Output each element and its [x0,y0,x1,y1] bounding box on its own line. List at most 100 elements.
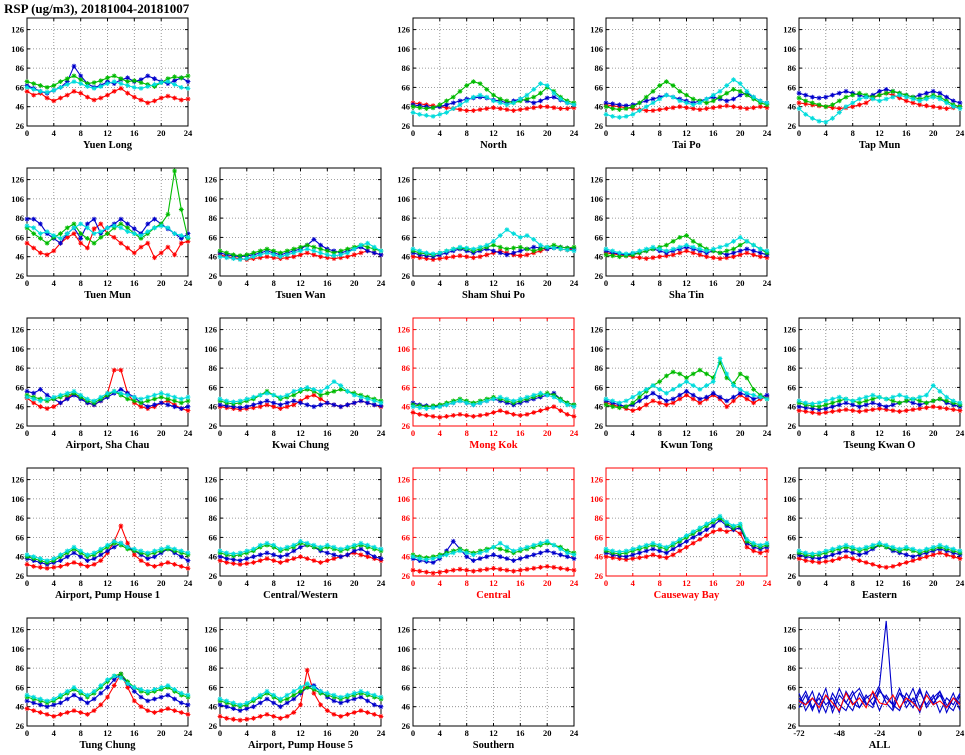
svg-text:66: 66 [16,682,25,692]
chart-plot: 26 46 66 86 106 126 0 4 8 12 16 20 24 Kwai Chung [204,317,386,451]
svg-text:8: 8 [851,128,855,138]
svg-text:0: 0 [604,278,608,288]
svg-text:8: 8 [272,578,276,588]
svg-text:86: 86 [209,213,218,223]
svg-text:4: 4 [438,278,443,288]
svg-text:66: 66 [788,532,797,542]
svg-text:126: 126 [783,25,796,35]
svg-text:106: 106 [783,44,796,54]
svg-text:26: 26 [788,721,797,731]
svg-text:126: 126 [204,175,217,185]
svg-text:20: 20 [157,578,166,588]
svg-text:12: 12 [875,578,884,588]
chart-tuen-mun: 26 46 66 86 106 126 0 4 8 12 16 20 24 Tuen Mun [0,154,193,304]
chart-plot: 26 46 66 86 106 126 0 4 8 12 16 20 24 Tseung Kwan O [783,317,965,451]
chart-tsuen-wan: 26 46 66 86 106 126 0 4 8 12 16 20 24 Tsuen Wan [193,154,386,304]
svg-text:26: 26 [209,721,218,731]
svg-text:26: 26 [402,421,411,431]
svg-text:86: 86 [402,363,411,373]
svg-text:46: 46 [595,402,604,412]
svg-text:46: 46 [595,552,604,562]
svg-text:126: 126 [11,25,24,35]
chart-station-label: Airport, Pump House 5 [248,740,353,751]
chart-station-label: Sham Shui Po [462,290,525,301]
svg-text:24: 24 [184,128,193,138]
svg-text:4: 4 [438,128,443,138]
svg-text:20: 20 [929,128,938,138]
svg-text:0: 0 [218,578,222,588]
svg-text:16: 16 [709,578,718,588]
svg-text:126: 126 [590,175,603,185]
svg-text:12: 12 [875,428,884,438]
chart-station-label: Kwun Tong [660,440,713,451]
svg-text:106: 106 [11,644,24,654]
svg-text:106: 106 [590,344,603,354]
svg-text:126: 126 [397,25,410,35]
svg-text:0: 0 [25,278,29,288]
svg-text:24: 24 [956,578,965,588]
svg-text:86: 86 [16,213,25,223]
chart-causeway-bay: 26 46 66 86 106 126 0 4 8 12 16 20 24 Causeway Bay [579,454,772,604]
svg-text:12: 12 [489,728,498,738]
svg-text:106: 106 [204,344,217,354]
svg-text:12: 12 [296,428,305,438]
svg-text:26: 26 [402,571,411,581]
svg-text:86: 86 [402,663,411,673]
svg-text:66: 66 [595,232,604,242]
svg-text:0: 0 [797,428,801,438]
svg-text:106: 106 [11,344,24,354]
svg-text:26: 26 [788,121,797,131]
svg-text:126: 126 [397,175,410,185]
svg-text:46: 46 [209,552,218,562]
svg-text:12: 12 [489,128,498,138]
svg-text:20: 20 [543,578,552,588]
chart-airport-pump-house-1: 26 46 66 86 106 126 0 4 8 12 16 20 24 Airport, Pump H… [0,454,193,604]
svg-text:16: 16 [709,278,718,288]
svg-text:12: 12 [682,278,691,288]
svg-text:16: 16 [323,428,332,438]
svg-text:86: 86 [788,513,797,523]
svg-text:66: 66 [788,82,797,92]
svg-text:8: 8 [79,278,83,288]
svg-text:26: 26 [209,421,218,431]
svg-text:-48: -48 [834,728,845,738]
chart-plot: 26 46 66 86 106 126 -72 -48 -24 0 24 ALL [783,617,965,751]
svg-text:8: 8 [658,428,662,438]
svg-text:4: 4 [438,728,443,738]
svg-text:24: 24 [570,578,579,588]
chart-mong-kok: 26 46 66 86 106 126 0 4 8 12 16 20 24 Mong Kok [386,304,579,454]
svg-text:46: 46 [16,552,25,562]
svg-text:0: 0 [25,428,29,438]
svg-text:46: 46 [788,702,797,712]
svg-text:46: 46 [402,402,411,412]
svg-text:24: 24 [377,578,386,588]
svg-text:26: 26 [788,571,797,581]
svg-text:16: 16 [902,578,911,588]
svg-text:8: 8 [465,128,469,138]
svg-text:20: 20 [350,728,359,738]
svg-text:20: 20 [736,578,745,588]
svg-text:-72: -72 [793,728,804,738]
svg-text:8: 8 [465,428,469,438]
chart-station-label: ALL [869,740,891,751]
chart-station-label: Central [476,590,510,601]
svg-text:0: 0 [411,578,415,588]
svg-text:86: 86 [16,663,25,673]
svg-text:66: 66 [16,232,25,242]
svg-text:86: 86 [788,663,797,673]
svg-text:126: 126 [204,625,217,635]
svg-text:24: 24 [377,728,386,738]
svg-text:46: 46 [402,552,411,562]
chart-plot: 26 46 66 86 106 126 0 4 8 12 16 20 24 Tuen Mun [11,167,193,301]
svg-text:24: 24 [956,128,965,138]
svg-text:16: 16 [130,428,139,438]
svg-text:16: 16 [516,428,525,438]
svg-text:126: 126 [204,325,217,335]
chart-plot: 26 46 66 86 106 126 0 4 8 12 16 20 24 Tung Chung [11,617,193,751]
svg-text:86: 86 [16,363,25,373]
svg-text:46: 46 [209,252,218,262]
chart-eastern: 26 46 66 86 106 126 0 4 8 12 16 20 24 Eastern [772,454,965,604]
chart-kwai-chung: 26 46 66 86 106 126 0 4 8 12 16 20 24 Kwai Chung [193,304,386,454]
svg-text:106: 106 [11,44,24,54]
svg-text:16: 16 [516,578,525,588]
